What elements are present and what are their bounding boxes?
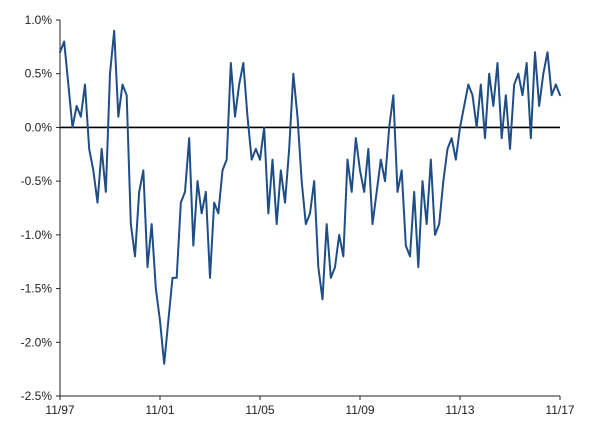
y-tick-label: -2.0% xyxy=(21,335,53,349)
series-line xyxy=(59,29,561,365)
x-tick-label: 11/97 xyxy=(45,403,74,417)
y-tick-label: -1.0% xyxy=(21,228,53,242)
y-tick-label: -0.5% xyxy=(21,174,53,188)
x-tick-label: 11/17 xyxy=(545,403,574,417)
y-tick-label: 0.0% xyxy=(25,120,53,134)
x-axis: 11/97 11/01 11/05 11/09 11/13 11/17 xyxy=(45,395,575,417)
y-tick-label: 0.5% xyxy=(25,67,53,81)
x-tick-label: 11/09 xyxy=(345,403,374,417)
y-tick-label: -1.5% xyxy=(21,282,53,296)
x-tick-label: 11/01 xyxy=(145,403,174,417)
y-tick-label: 1.0% xyxy=(25,13,53,27)
y-axis: 1.0% 0.5% 0.0% -0.5% -1.0% -1.5% -2.0% -2.5% xyxy=(21,13,61,403)
x-tick-label: 11/13 xyxy=(445,403,474,417)
y-tick-label: -2.5% xyxy=(21,389,53,403)
series-group xyxy=(59,29,561,365)
x-tick-label: 11/05 xyxy=(245,403,274,417)
